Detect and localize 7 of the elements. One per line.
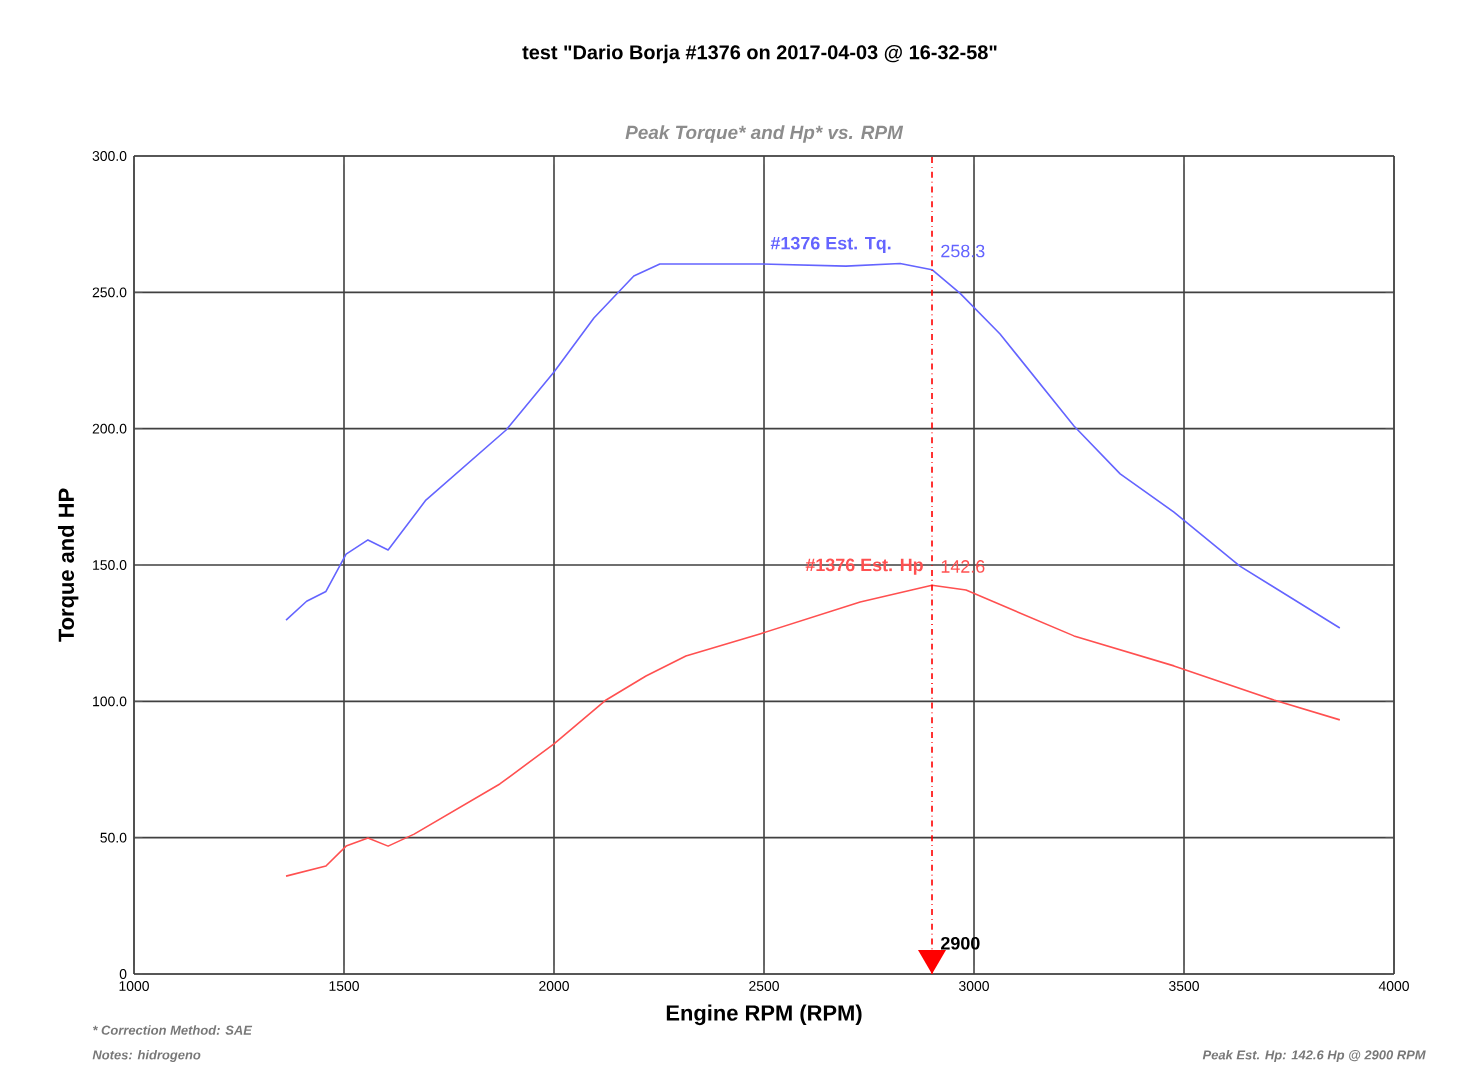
y-axis-title: Torque and HP bbox=[57, 488, 79, 642]
chart-title: test "Dario Borja #1376 on 2017-04-03 @ 16-32-58" bbox=[522, 44, 997, 64]
line-series bbox=[285, 262, 1341, 629]
x-axis-title: Engine RPM (RPM) bbox=[666, 1004, 862, 1026]
series-label: #1376 Est. Tq. bbox=[770, 236, 891, 254]
line-series bbox=[285, 584, 1341, 877]
chart-subtitle: Peak Torque* and Hp* vs. RPM bbox=[625, 125, 904, 143]
